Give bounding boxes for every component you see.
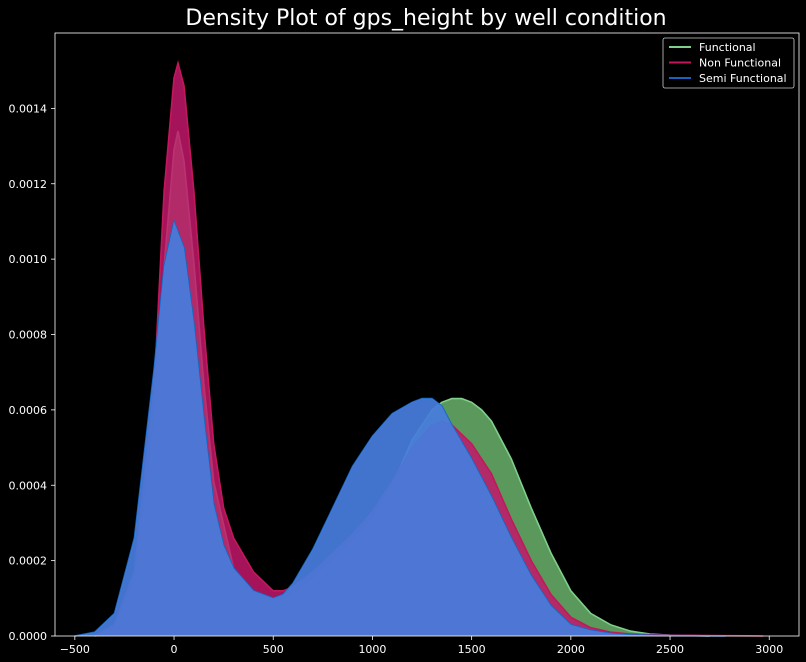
x-tick-label: 1000 [358, 643, 386, 656]
x-tick-label: −500 [60, 643, 90, 656]
axes: −500 0 500 1000 1500 2000 2500 3000 0.0000 0.0002… [9, 102, 784, 656]
legend-label-semi-functional: Semi Functional [699, 72, 787, 85]
y-tick-label: 0.0006 [9, 404, 48, 417]
y-tick-label: 0.0000 [9, 630, 48, 643]
x-tick-label: 0 [171, 643, 178, 656]
y-tick-label: 0.0008 [9, 329, 48, 342]
y-tick-label: 0.0004 [9, 479, 48, 492]
y-tick-label: 0.0014 [9, 102, 48, 115]
x-tick-label: 3000 [755, 643, 783, 656]
y-tick-label: 0.0012 [9, 178, 48, 191]
x-tick-label: 1500 [458, 643, 486, 656]
y-tick-label: 0.0010 [9, 253, 48, 266]
x-tick-label: 500 [263, 643, 284, 656]
plot-area [74, 59, 764, 637]
chart-title: Density Plot of gps_height by well condi… [185, 6, 666, 31]
series-overlap-fill [74, 221, 726, 636]
legend-label-functional: Functional [699, 41, 756, 54]
legend: Functional Non Functional Semi Functional [662, 37, 795, 89]
y-tick-label: 0.0002 [9, 555, 48, 568]
x-tick-label: 2500 [656, 643, 684, 656]
x-tick-label: 2000 [557, 643, 585, 656]
legend-label-non-functional: Non Functional [699, 57, 781, 70]
legend-box [662, 37, 795, 89]
